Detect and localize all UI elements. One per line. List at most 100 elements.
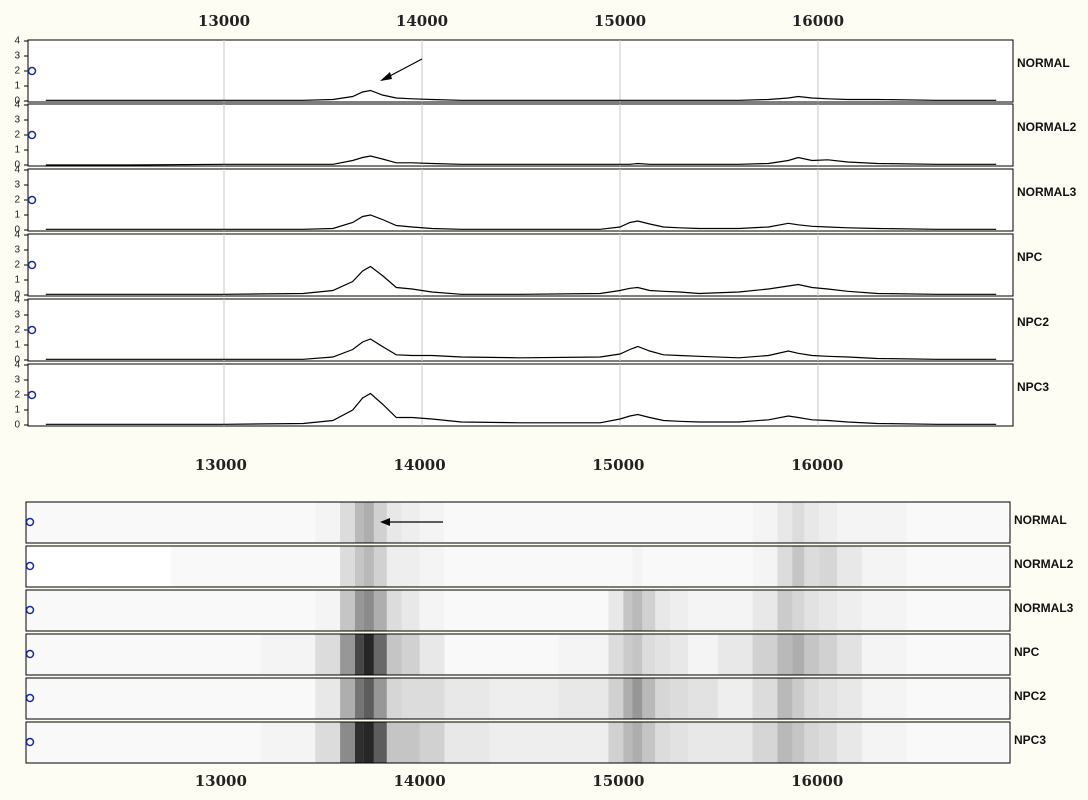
gel-band bbox=[261, 590, 316, 631]
y-tick-label: 0 bbox=[14, 96, 20, 107]
x-tick-label: 16000 bbox=[791, 456, 843, 474]
gel-band bbox=[559, 546, 609, 587]
spectrum-line bbox=[45, 155, 997, 166]
gel-band bbox=[687, 678, 718, 719]
gel-band bbox=[966, 502, 1008, 543]
gel-band bbox=[861, 502, 907, 543]
gel-band bbox=[819, 502, 838, 543]
gel-band bbox=[655, 678, 671, 719]
gel-band bbox=[363, 546, 374, 587]
y-tick-label: 2 bbox=[14, 130, 20, 141]
gel-band bbox=[966, 546, 1008, 587]
gel-band bbox=[373, 590, 387, 631]
gel-band bbox=[623, 722, 633, 763]
gel-band bbox=[907, 546, 967, 587]
gel-band bbox=[401, 590, 420, 631]
gel-band bbox=[171, 546, 260, 587]
panel-label: NPC2 bbox=[1017, 315, 1049, 329]
lane-label: NPC3 bbox=[1014, 733, 1046, 747]
gel-band bbox=[717, 634, 753, 675]
gel-band bbox=[907, 590, 967, 631]
gel-band bbox=[623, 678, 633, 719]
gel-band bbox=[819, 546, 838, 587]
gel-band bbox=[608, 678, 624, 719]
gel-band bbox=[837, 590, 862, 631]
y-tick-label: 1 bbox=[14, 340, 20, 351]
gel-lane bbox=[26, 546, 1010, 587]
y-tick-label: 1 bbox=[14, 275, 20, 286]
gel-band bbox=[687, 722, 718, 763]
gel-band bbox=[260, 634, 316, 675]
gel-band bbox=[837, 546, 862, 587]
y-tick-label: 0 bbox=[14, 420, 20, 431]
gel-band bbox=[26, 546, 82, 587]
gel-band bbox=[363, 678, 374, 719]
gel-band bbox=[632, 678, 643, 719]
gel-band bbox=[489, 634, 559, 675]
gel-band bbox=[444, 546, 489, 587]
gel-band bbox=[792, 678, 805, 719]
gel-band bbox=[354, 634, 364, 675]
gel-band bbox=[861, 722, 907, 763]
gel-band bbox=[632, 722, 643, 763]
gel-band bbox=[642, 722, 656, 763]
panel-icon bbox=[27, 66, 37, 76]
gel-band bbox=[315, 634, 341, 675]
y-tick-label: 2 bbox=[14, 66, 20, 77]
gel-band bbox=[354, 722, 364, 763]
gel-band bbox=[489, 546, 559, 587]
y-tick-label: 3 bbox=[14, 51, 20, 62]
gel-band bbox=[819, 634, 838, 675]
panel-icon bbox=[25, 737, 35, 747]
panel bbox=[27, 233, 1014, 297]
gel-band bbox=[171, 502, 260, 543]
gel-band bbox=[861, 590, 907, 631]
gel-band bbox=[752, 634, 778, 675]
gel-band bbox=[82, 634, 171, 675]
gel-band bbox=[315, 722, 341, 763]
spectrum-line bbox=[45, 392, 997, 425]
gel-band bbox=[315, 546, 340, 587]
gel-band bbox=[777, 590, 793, 631]
lane-label: NORMAL3 bbox=[1014, 601, 1074, 615]
gel-band bbox=[386, 722, 402, 763]
lane-label: NORMAL bbox=[1014, 513, 1067, 527]
gel-band bbox=[642, 546, 655, 587]
lane-label: NORMAL2 bbox=[1014, 557, 1074, 571]
gel-band bbox=[419, 634, 445, 675]
gel-band bbox=[315, 590, 341, 631]
panel-icon bbox=[25, 693, 35, 703]
gel-lane bbox=[26, 678, 1010, 719]
y-tick-label: 1 bbox=[14, 405, 20, 416]
gel-band bbox=[966, 634, 1008, 675]
gel-band bbox=[792, 634, 805, 675]
gel-band bbox=[558, 678, 609, 719]
gel-band bbox=[623, 590, 633, 631]
gel-band bbox=[792, 502, 805, 543]
panel-icon bbox=[25, 605, 35, 615]
gel-band bbox=[966, 722, 1008, 763]
gel-band bbox=[354, 590, 364, 631]
arrow-head bbox=[380, 72, 392, 81]
panel bbox=[27, 298, 1014, 362]
gel-band bbox=[777, 722, 793, 763]
gel-band bbox=[419, 678, 445, 719]
gel-lane bbox=[26, 634, 1010, 675]
y-tick-label: 0 bbox=[14, 225, 20, 236]
gel-band bbox=[363, 722, 374, 763]
gel-band bbox=[386, 634, 402, 675]
gel-band bbox=[171, 722, 260, 763]
gel-band bbox=[559, 590, 609, 631]
panel bbox=[27, 39, 1014, 103]
gel-band bbox=[363, 634, 374, 675]
gel-band bbox=[558, 634, 609, 675]
gel-band bbox=[819, 590, 838, 631]
y-tick-label: 0 bbox=[14, 355, 20, 366]
x-tick-label: 13000 bbox=[198, 12, 250, 30]
gel-band bbox=[623, 546, 632, 587]
panel bbox=[27, 363, 1014, 427]
gel-lane bbox=[26, 502, 1010, 543]
gel-band bbox=[670, 678, 688, 719]
gel-band bbox=[171, 678, 260, 719]
